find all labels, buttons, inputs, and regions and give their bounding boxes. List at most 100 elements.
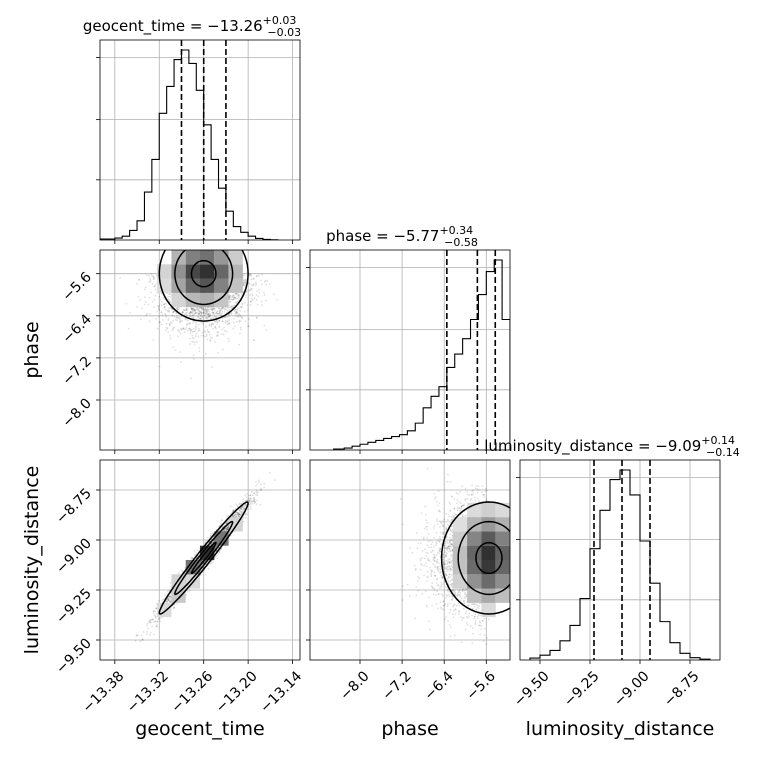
scatter-point — [239, 333, 241, 335]
scatter-point — [273, 294, 275, 296]
scatter-point — [260, 504, 262, 506]
scatter-point — [251, 285, 253, 287]
scatter-point — [252, 494, 254, 496]
scatter-point — [199, 330, 201, 332]
scatter-point — [263, 487, 265, 489]
scatter-point — [205, 540, 207, 542]
scatter-point — [129, 312, 131, 314]
y-tick-label-phase: −8.0 — [59, 396, 94, 431]
scatter-point — [236, 313, 238, 315]
scatter-point — [212, 561, 214, 563]
scatter-point — [196, 326, 198, 328]
scatter-point — [244, 311, 246, 313]
scatter-point — [153, 612, 155, 614]
histogram-geocent_time — [100, 50, 278, 240]
scatter-point — [155, 617, 157, 619]
scatter-point — [164, 594, 166, 596]
scatter-point — [217, 335, 219, 337]
scatter-point — [158, 296, 160, 298]
scatter-point — [191, 329, 193, 331]
scatter-point — [266, 329, 268, 331]
scatter-point — [173, 328, 175, 330]
scatter-point — [153, 633, 155, 635]
scatter-point — [248, 495, 250, 497]
scatter-point — [181, 570, 183, 572]
scatter-point — [247, 309, 249, 311]
scatter-point — [245, 294, 247, 296]
scatter-point — [261, 304, 263, 306]
scatter-point — [163, 304, 165, 306]
scatter-point — [202, 323, 204, 325]
scatter-point — [143, 631, 145, 633]
scatter-point — [227, 316, 229, 318]
scatter-point — [276, 299, 278, 301]
title-main: phase = −5.77 — [326, 227, 439, 245]
scatter-point — [186, 327, 188, 329]
panel-content — [100, 445, 300, 660]
y-tick-label-phase: −5.6 — [59, 269, 94, 304]
scatter-point — [242, 303, 244, 305]
panel-title-luminosity_distance: luminosity_distance = −9.09+0.14−0.14 — [484, 434, 739, 459]
scatter-point — [238, 344, 240, 346]
scatter-point — [198, 350, 200, 352]
scatter-point — [153, 278, 155, 280]
title-minus: −0.58 — [444, 236, 478, 249]
scatter-point — [154, 285, 156, 287]
scatter-point — [214, 341, 216, 343]
scatter-point — [211, 337, 213, 339]
panel-title-geocent_time: geocent_time = −13.26+0.03−0.03 — [83, 14, 301, 39]
scatter-point — [269, 472, 271, 474]
scatter-point — [244, 494, 246, 496]
panel-content — [310, 250, 510, 450]
scatter-point — [216, 558, 218, 560]
scatter-point — [181, 320, 183, 322]
scatter-point — [190, 378, 192, 380]
panel-phase-phase: phase = −5.77+0.34−0.58 — [306, 224, 510, 454]
scatter-point — [172, 346, 174, 348]
scatter-point — [165, 309, 167, 311]
scatter-point — [222, 349, 224, 351]
scatter-point — [255, 494, 257, 496]
scatter-point — [252, 295, 254, 297]
scatter-point — [146, 633, 148, 635]
scatter-point — [163, 307, 165, 309]
scatter-point — [144, 303, 146, 305]
scatter-point — [235, 311, 237, 313]
scatter-point — [202, 332, 204, 334]
scatter-point — [237, 313, 239, 315]
scatter-point — [154, 615, 156, 617]
scatter-point — [144, 289, 146, 291]
scatter-point — [178, 317, 180, 319]
scatter-point — [180, 320, 182, 322]
scatter-point — [170, 321, 172, 323]
scatter-point — [209, 563, 211, 565]
scatter-point — [228, 322, 230, 324]
scatter-point — [213, 323, 215, 325]
scatter-point — [164, 313, 166, 315]
x-tick-label-luminosity_distance: −8.75 — [661, 668, 703, 710]
scatter-point — [119, 277, 121, 279]
scatter-point — [150, 622, 152, 624]
scatter-point — [125, 303, 127, 305]
scatter-point — [252, 299, 254, 301]
scatter-point — [238, 321, 240, 323]
panel-content — [520, 460, 720, 660]
scatter-point — [149, 619, 151, 621]
scatter-point — [173, 316, 175, 318]
scatter-point — [256, 317, 258, 319]
scatter-point — [199, 347, 201, 349]
scatter-point — [179, 351, 181, 353]
scatter-point — [219, 552, 221, 554]
scatter-point — [256, 490, 258, 492]
y-tick-label-phase: −6.4 — [59, 311, 94, 346]
scatter-point — [246, 291, 248, 293]
scatter-point — [201, 322, 203, 324]
scatter-point — [256, 499, 258, 501]
scatter-point — [155, 289, 157, 291]
scatter-point — [183, 328, 185, 330]
scatter-point — [234, 326, 236, 328]
title-minus: −0.14 — [706, 446, 740, 459]
scatter-point — [224, 330, 226, 332]
